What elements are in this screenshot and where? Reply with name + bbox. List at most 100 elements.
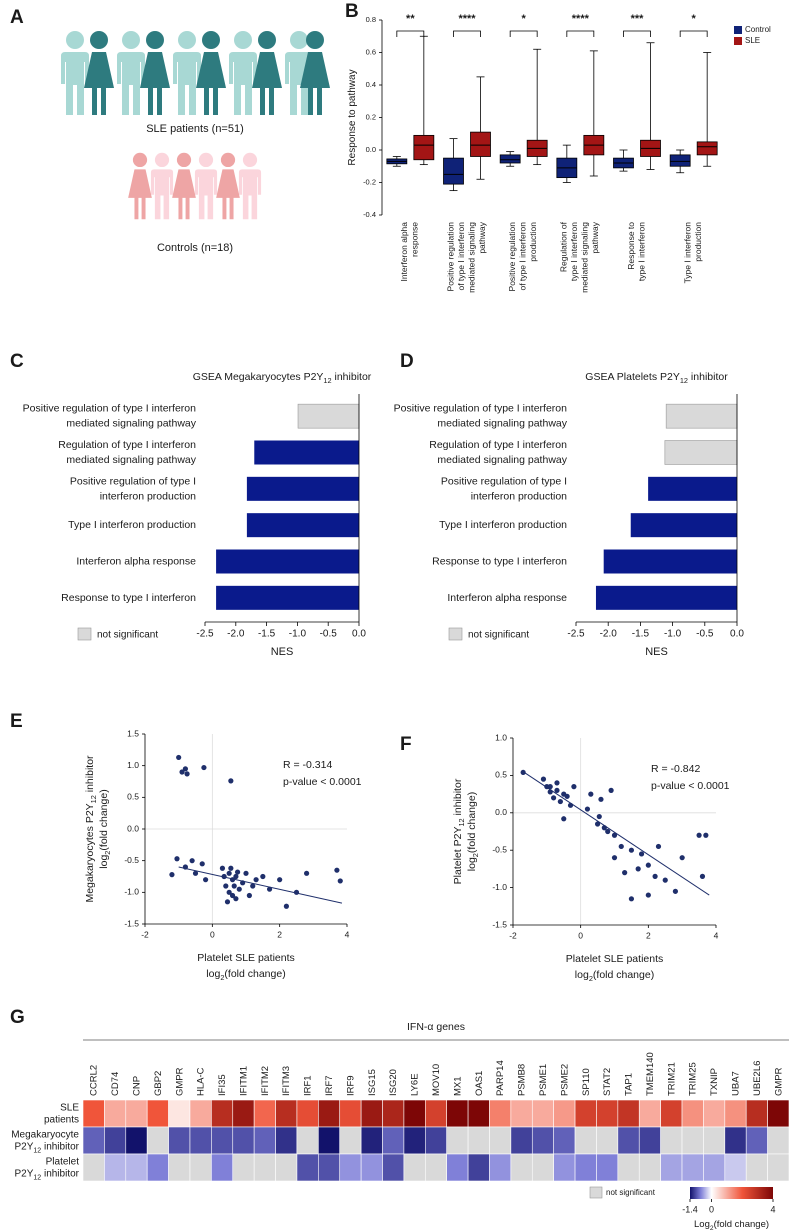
text-segment: Interferon alpha response [76,555,196,567]
y-tick-label: -0.2 [363,177,376,186]
text-segment: IFITM1 [238,1066,249,1096]
point [189,858,195,864]
cell [767,1099,790,1128]
x-axis-title-line: Platelet SLE patients [197,952,294,964]
column-label: MOV10 [431,1064,442,1096]
x-tick-label: -1.5 [632,629,650,640]
point [277,877,283,883]
point [520,769,526,776]
column-label: HLA-C [195,1067,206,1096]
cell [232,1099,255,1128]
y-tick-label-line: Regulation of type I interferon [58,439,196,451]
cell [510,1126,533,1155]
row-label-line: P2Y12 inhibitor [14,1168,79,1181]
y-axis-title: Megakaryocytes P2Y12 inhibitorlog2(fold … [84,755,112,903]
cell-ns [638,1153,661,1182]
text-segment: 12 [457,818,466,826]
x-tick-label: Regulation of type I interferon mediated s… [559,221,601,293]
cell [745,1126,768,1155]
cell [146,1099,169,1128]
cell [403,1126,426,1155]
bar [603,549,737,574]
y-tick-label-line: Interferon alpha response [447,592,567,604]
point [201,764,207,771]
y-tick-label-line: Type I interferon production [439,519,567,531]
heatmap-header: IFN-α genes [407,1021,465,1033]
point [628,847,635,853]
text-segment: PSME2 [559,1064,570,1096]
cell-ns [275,1153,298,1182]
bar [648,476,737,501]
cell-ns [596,1126,619,1155]
point [253,877,259,883]
controls-label: Controls (n=18) [157,242,233,254]
text-segment: LY6E [409,1073,420,1096]
x-axis-title-line: log2(fold change) [206,968,285,982]
panel-label: C [10,351,24,372]
text-segment: Positive regulation of type I [70,475,196,487]
text-segment: inhibitor [452,778,464,818]
point [234,869,241,875]
point [228,865,234,871]
column-label-line: IFITM3 [281,1066,292,1096]
cell [382,1126,405,1155]
cell [574,1099,597,1128]
cell [275,1099,298,1128]
text-segment: (fold change) [714,1219,769,1230]
x-tick-label: -1.5 [258,629,276,640]
cell-ns [253,1153,276,1182]
bracket [679,30,708,37]
y-tick-label: -0.4 [363,210,376,219]
person [150,152,174,220]
text-segment: (fold change) [224,968,285,980]
person [140,31,170,115]
y-tick-label-line: Positive regulation of type I interferon [394,402,568,414]
panel-label: E [10,711,23,732]
cell [510,1099,533,1128]
point [182,766,188,772]
text-segment: mediated signaling pathway [437,454,567,466]
text-segment: Type I interferon production [439,519,567,531]
text-segment: Megakaryocytes P2Y [84,803,96,902]
colorbar-tick-label: 4 [770,1204,775,1214]
cell-ns [403,1153,426,1182]
legend-label: not significant [606,1188,656,1197]
colorbar-title-line: Log2(fold change) [694,1219,769,1232]
y-tick-label: Response to type I interferon [61,592,196,604]
legend-label: not significant [468,630,529,641]
box [499,154,521,164]
text-segment: mediated signaling [580,222,590,293]
y-tick-label-line: Positive regulation of type I interferon [23,402,197,414]
x-tick-label: 0.0 [352,629,366,640]
y-tick-label-line: interferon production [471,490,567,502]
cell [446,1153,469,1182]
row-label-line: P2Y12 inhibitor [14,1141,79,1154]
text-segment: mediated signaling pathway [66,417,196,429]
x-tick-label-line: type I interferon [637,222,647,281]
cell [467,1099,490,1128]
point [584,806,591,812]
cell [125,1153,148,1182]
column-label-line: PARP14 [495,1060,506,1096]
bar [246,476,359,501]
y-axis-title-line: Response to pathway [347,69,358,165]
text-segment: OAS1 [473,1071,484,1096]
text-segment: 12 [33,1174,41,1181]
y-tick-label: 0.2 [366,112,376,121]
colorbar [690,1187,773,1199]
x-tick-label: -2.5 [567,629,585,640]
panel-label: F [400,734,412,755]
point [662,877,668,883]
cell [146,1153,169,1182]
point [260,873,266,880]
cell [168,1099,191,1128]
legend-label: Control [745,25,771,34]
cell [596,1153,619,1182]
cell-ns [82,1153,105,1182]
text-segment: CCRL2 [88,1065,99,1096]
cell [724,1126,747,1155]
x-tick-label: Positive regulation of type I interferon p… [507,222,538,292]
y-tick-label: Regulation of type I interferon mediated … [429,439,568,466]
